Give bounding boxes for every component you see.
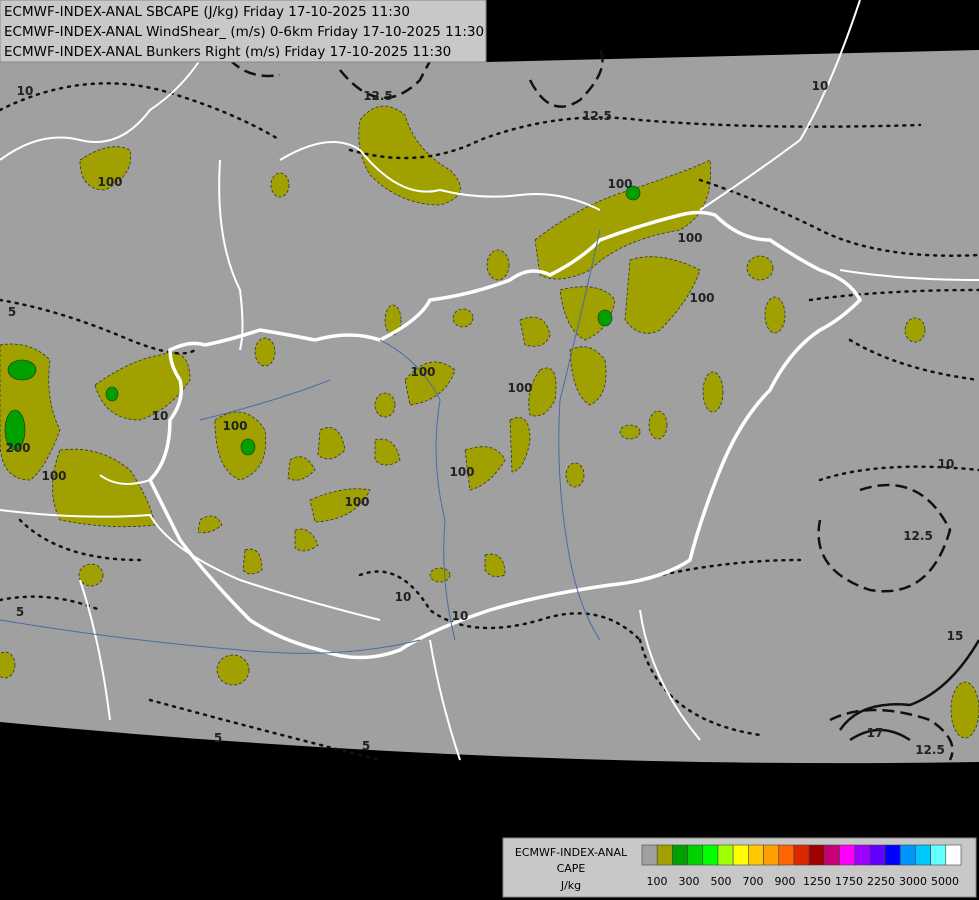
contour-label: 100 xyxy=(607,177,632,191)
header-line: ECMWF-INDEX-ANAL WindShear_ (m/s) 0-6km … xyxy=(4,24,484,40)
header-line: ECMWF-INDEX-ANAL SBCAPE (J/kg) Friday 17… xyxy=(4,4,410,20)
legend-label: 900 xyxy=(775,875,796,888)
contour-label: 100 xyxy=(97,175,122,189)
contour-label: 100 xyxy=(507,381,532,395)
legend-label: 1250 xyxy=(803,875,831,888)
cape-300-areas xyxy=(4,185,641,456)
legend-swatch xyxy=(854,844,871,866)
contour-label: 10 xyxy=(812,79,829,93)
legend-swatch xyxy=(702,844,719,866)
legend-swatch xyxy=(945,844,962,866)
legend-swatch xyxy=(732,844,749,866)
contour-label: 10 xyxy=(938,457,955,471)
contour-label: 5 xyxy=(8,305,16,319)
contour-label: 100 xyxy=(344,495,369,509)
legend-swatch xyxy=(672,844,688,866)
header-line: ECMWF-INDEX-ANAL Bunkers Right (m/s) Fri… xyxy=(4,44,451,60)
header-box xyxy=(0,0,487,63)
legend-swatch xyxy=(930,844,947,866)
contour-label: 5 xyxy=(362,739,370,753)
legend-swatch xyxy=(778,844,795,866)
legend-label: 700 xyxy=(743,875,764,888)
legend-label: 300 xyxy=(679,875,700,888)
contour-label: 100 xyxy=(222,419,247,433)
legend-variable: CAPE xyxy=(557,862,586,875)
legend-label: 2250 xyxy=(867,875,895,888)
legend-swatch xyxy=(823,844,840,866)
legend-swatch xyxy=(687,844,704,866)
legend-swatch xyxy=(869,844,886,866)
contour-label: 10 xyxy=(452,609,469,623)
rivers xyxy=(0,229,601,654)
windshear-high-contours xyxy=(229,19,954,761)
windshear-contours xyxy=(0,82,979,762)
contour-label: 12.5 xyxy=(363,89,393,103)
contour-label: 15 xyxy=(947,629,964,643)
hungary-border xyxy=(147,210,863,660)
legend-swatch xyxy=(763,844,780,866)
legend-swatch xyxy=(839,844,855,866)
legend-swatch xyxy=(808,844,825,866)
contour-label: 100 xyxy=(449,465,474,479)
legend-title: ECMWF-INDEX-ANAL xyxy=(515,846,628,859)
legend-label: 1750 xyxy=(835,875,863,888)
legend-swatch xyxy=(656,844,673,866)
legend-label: 3000 xyxy=(899,875,927,888)
legend-swatch xyxy=(748,844,764,866)
contour-label: 10 xyxy=(152,409,169,423)
legend-label: 100 xyxy=(647,875,668,888)
contour-label: 100 xyxy=(410,365,435,379)
legend-label: 5000 xyxy=(931,875,959,888)
contour-label: 12.5 xyxy=(903,529,933,543)
contour-label: 100 xyxy=(689,291,714,305)
contour-label: 12.5 xyxy=(915,743,945,757)
legend-unit: J/kg xyxy=(560,879,581,892)
contour-label: 100 xyxy=(41,469,66,483)
contour-label: 100 xyxy=(677,231,702,245)
contour-label: 5 xyxy=(214,731,222,745)
legend-swatch xyxy=(717,844,734,866)
legend-swatch xyxy=(915,844,931,866)
legend-swatch xyxy=(899,844,916,866)
contour-label: 12.5 xyxy=(582,109,612,123)
legend-swatch xyxy=(884,844,901,866)
contour-label: 10 xyxy=(17,84,34,98)
legend-label: 500 xyxy=(711,875,732,888)
contour-label: 200 xyxy=(5,441,30,455)
data-domain xyxy=(0,0,979,764)
contour-label: 5 xyxy=(16,605,24,619)
legend-swatch xyxy=(793,844,810,866)
cape-areas xyxy=(0,105,979,739)
legend-swatch xyxy=(641,844,658,866)
contour-label: 17 xyxy=(867,726,884,740)
contour-label: 10 xyxy=(395,590,412,604)
windshear-solid-contours xyxy=(838,639,979,742)
